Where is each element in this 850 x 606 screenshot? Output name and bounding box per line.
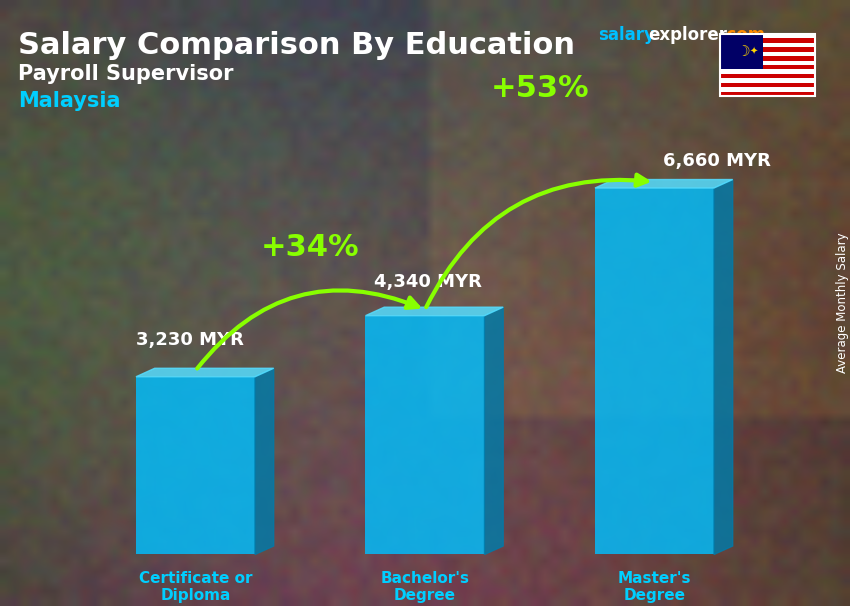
Text: Payroll Supervisor: Payroll Supervisor [18, 64, 234, 84]
Bar [720, 65, 815, 70]
Bar [720, 82, 815, 87]
FancyArrowPatch shape [426, 175, 647, 307]
Text: Salary Comparison By Education: Salary Comparison By Education [18, 31, 575, 60]
Bar [720, 38, 815, 43]
Polygon shape [714, 179, 733, 554]
Bar [366, 316, 484, 554]
Text: ☽: ☽ [737, 44, 751, 59]
Bar [720, 43, 815, 47]
Text: .com: .com [720, 26, 765, 44]
Bar [720, 34, 815, 38]
Text: salary: salary [598, 26, 654, 44]
Text: +34%: +34% [261, 233, 360, 262]
Text: explorer: explorer [648, 26, 727, 44]
Bar [720, 70, 815, 74]
Text: Master's
Degree: Master's Degree [618, 571, 691, 603]
Text: +53%: +53% [490, 74, 589, 103]
Bar [720, 56, 815, 61]
Bar [720, 92, 815, 96]
Polygon shape [595, 179, 733, 188]
Polygon shape [136, 368, 274, 377]
Text: 3,230 MYR: 3,230 MYR [136, 331, 244, 350]
Text: Average Monthly Salary: Average Monthly Salary [836, 233, 849, 373]
Bar [720, 78, 815, 82]
Text: ✦: ✦ [750, 47, 757, 57]
Bar [720, 34, 815, 96]
Text: 6,660 MYR: 6,660 MYR [663, 152, 771, 170]
Text: 4,340 MYR: 4,340 MYR [374, 273, 482, 291]
Polygon shape [484, 307, 503, 554]
Text: Certificate or
Diploma: Certificate or Diploma [139, 571, 252, 603]
Text: Bachelor's
Degree: Bachelor's Degree [381, 571, 469, 603]
Polygon shape [255, 368, 274, 554]
FancyArrowPatch shape [197, 290, 418, 368]
Bar [595, 188, 714, 554]
Bar [720, 87, 815, 92]
Bar [720, 47, 815, 52]
Bar [720, 34, 762, 70]
Bar [136, 377, 255, 554]
Text: Malaysia: Malaysia [18, 91, 121, 111]
Bar [720, 74, 815, 78]
Bar [720, 52, 815, 56]
Polygon shape [366, 307, 503, 316]
Bar [720, 61, 815, 65]
